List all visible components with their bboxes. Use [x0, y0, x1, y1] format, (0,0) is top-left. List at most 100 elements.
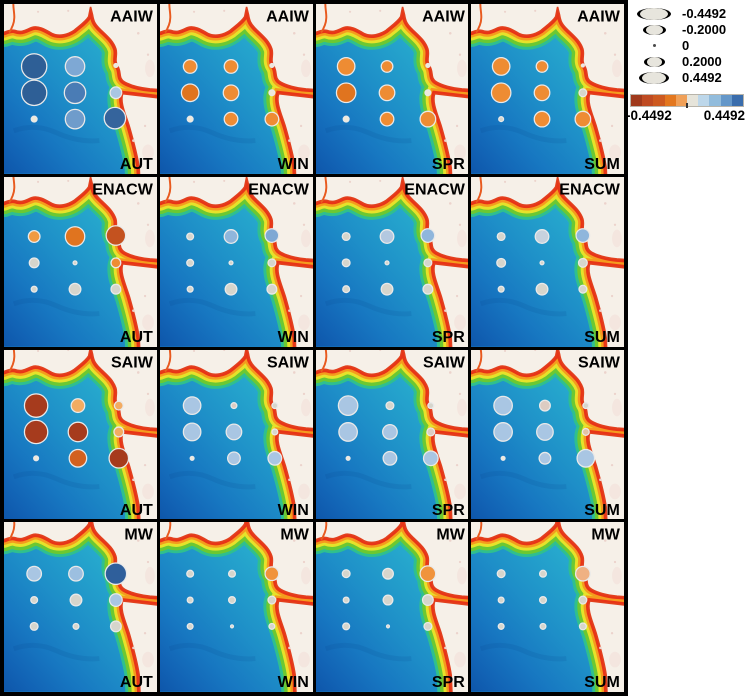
- station-bubble: [493, 421, 514, 442]
- station-bubble: [581, 63, 586, 68]
- station-bubble: [536, 422, 555, 441]
- station-bubble: [182, 395, 202, 415]
- coastline: [315, 349, 469, 520]
- season-label: AUT: [120, 500, 153, 518]
- water-mass-label: SAIW: [422, 353, 465, 371]
- station-bubble: [269, 62, 275, 69]
- station-bubble: [67, 421, 89, 442]
- legend-size-label: 0.2000: [682, 54, 722, 69]
- water-mass-label: SAIW: [111, 353, 154, 371]
- station-bubble: [64, 225, 86, 247]
- station-bubble: [539, 569, 548, 579]
- station-bubble: [29, 622, 39, 632]
- colorbar-min-label: -0.4492: [626, 108, 672, 123]
- season-label: SPR: [431, 328, 464, 346]
- panel-SAIW-SUM: SAIW SUM: [471, 349, 624, 520]
- station-bubble: [268, 623, 276, 631]
- station-bubble: [186, 596, 194, 604]
- station-bubble: [113, 425, 125, 437]
- station-bubble: [267, 450, 282, 466]
- station-bubble: [539, 399, 552, 412]
- station-bubble: [109, 620, 122, 633]
- station-bubble: [381, 423, 398, 440]
- colorbar-segment: [653, 95, 665, 106]
- legend-size-entry: 0: [630, 38, 749, 53]
- panel-SAIW-WIN: SAIW WIN: [159, 349, 313, 520]
- station-bubble: [223, 58, 239, 74]
- station-bubble: [582, 427, 591, 436]
- station-bubble: [538, 451, 552, 465]
- legend-size-label: 0: [682, 38, 690, 53]
- station-bubble: [496, 257, 507, 268]
- station-bubble: [186, 115, 194, 123]
- station-bubble: [384, 400, 394, 410]
- legend-size-label: 0.4492: [682, 70, 722, 85]
- station-bubble: [574, 110, 592, 128]
- legend-size-entry: 0.2000: [630, 54, 749, 69]
- station-bubble: [264, 566, 280, 582]
- panel-AAIW-AUT: AAIW AUT: [4, 4, 157, 174]
- water-mass-label: SAIW: [267, 353, 310, 371]
- coastline: [159, 4, 313, 174]
- station-bubble: [105, 224, 127, 246]
- station-bubble: [383, 260, 390, 266]
- panel-SAIW-AUT: SAIW AUT: [4, 349, 157, 520]
- station-bubble: [103, 106, 127, 130]
- station-bubble: [425, 426, 435, 436]
- station-bubble: [418, 565, 436, 583]
- panel-MW-AUT: MW AUT: [4, 522, 157, 692]
- panel-ENACW-SPR: ENACW SPR: [315, 176, 469, 347]
- station-bubble: [578, 595, 588, 605]
- station-bubble: [110, 257, 122, 269]
- station-bubble: [342, 596, 350, 604]
- station-bubble: [380, 282, 393, 296]
- station-bubble: [227, 569, 236, 579]
- colorbar-segment: [631, 95, 643, 106]
- legend-size-symbol: [637, 7, 671, 20]
- panel-grid: AAIW AUT AAIW WIN: [0, 0, 628, 696]
- station-bubble: [533, 110, 551, 128]
- station-bubble: [186, 623, 194, 631]
- station-bubble: [497, 285, 505, 293]
- station-bubble: [493, 395, 514, 416]
- station-bubble: [341, 231, 351, 241]
- station-bubble: [380, 59, 393, 73]
- panel-AAIW-WIN: AAIW WIN: [159, 4, 313, 174]
- station-bubble: [264, 111, 280, 127]
- colorbar-zero-tick: [686, 103, 688, 108]
- station-bubble: [26, 566, 43, 582]
- coastline: [471, 4, 624, 174]
- station-bubble: [30, 115, 38, 123]
- legend-size-symbol: [643, 56, 665, 67]
- station-bubble: [498, 116, 505, 123]
- station-bubble: [226, 450, 241, 465]
- station-bubble: [113, 62, 119, 69]
- station-bubble: [578, 257, 589, 268]
- station-bubble: [576, 448, 596, 468]
- water-mass-label: MW: [280, 526, 309, 544]
- station-bubble: [104, 562, 128, 586]
- season-label: SPR: [431, 673, 464, 691]
- station-bubble: [264, 227, 280, 243]
- station-bubble: [64, 108, 86, 130]
- station-bubble: [185, 569, 194, 579]
- station-bubble: [418, 110, 436, 128]
- station-bubble: [337, 394, 358, 416]
- water-mass-label: SAIW: [578, 353, 621, 371]
- legend-size-entry: -0.2000: [630, 22, 749, 37]
- station-bubble: [535, 282, 549, 296]
- colorbar-labels: -0.4492 0.4492: [626, 108, 745, 123]
- panel-AAIW-SPR: AAIW SPR: [315, 4, 469, 174]
- station-bubble: [228, 260, 234, 266]
- station-bubble: [268, 89, 276, 97]
- station-bubble: [539, 623, 547, 631]
- legend-zero-dot: [652, 44, 656, 47]
- station-bubble: [341, 622, 350, 631]
- station-bubble: [381, 567, 394, 580]
- panel-AAIW-SUM: AAIW SUM: [471, 4, 624, 174]
- station-bubble: [497, 596, 505, 604]
- station-bubble: [539, 596, 548, 605]
- station-bubble: [182, 422, 202, 441]
- coastline: [471, 176, 624, 347]
- panel-SAIW-SPR: SAIW SPR: [315, 349, 469, 520]
